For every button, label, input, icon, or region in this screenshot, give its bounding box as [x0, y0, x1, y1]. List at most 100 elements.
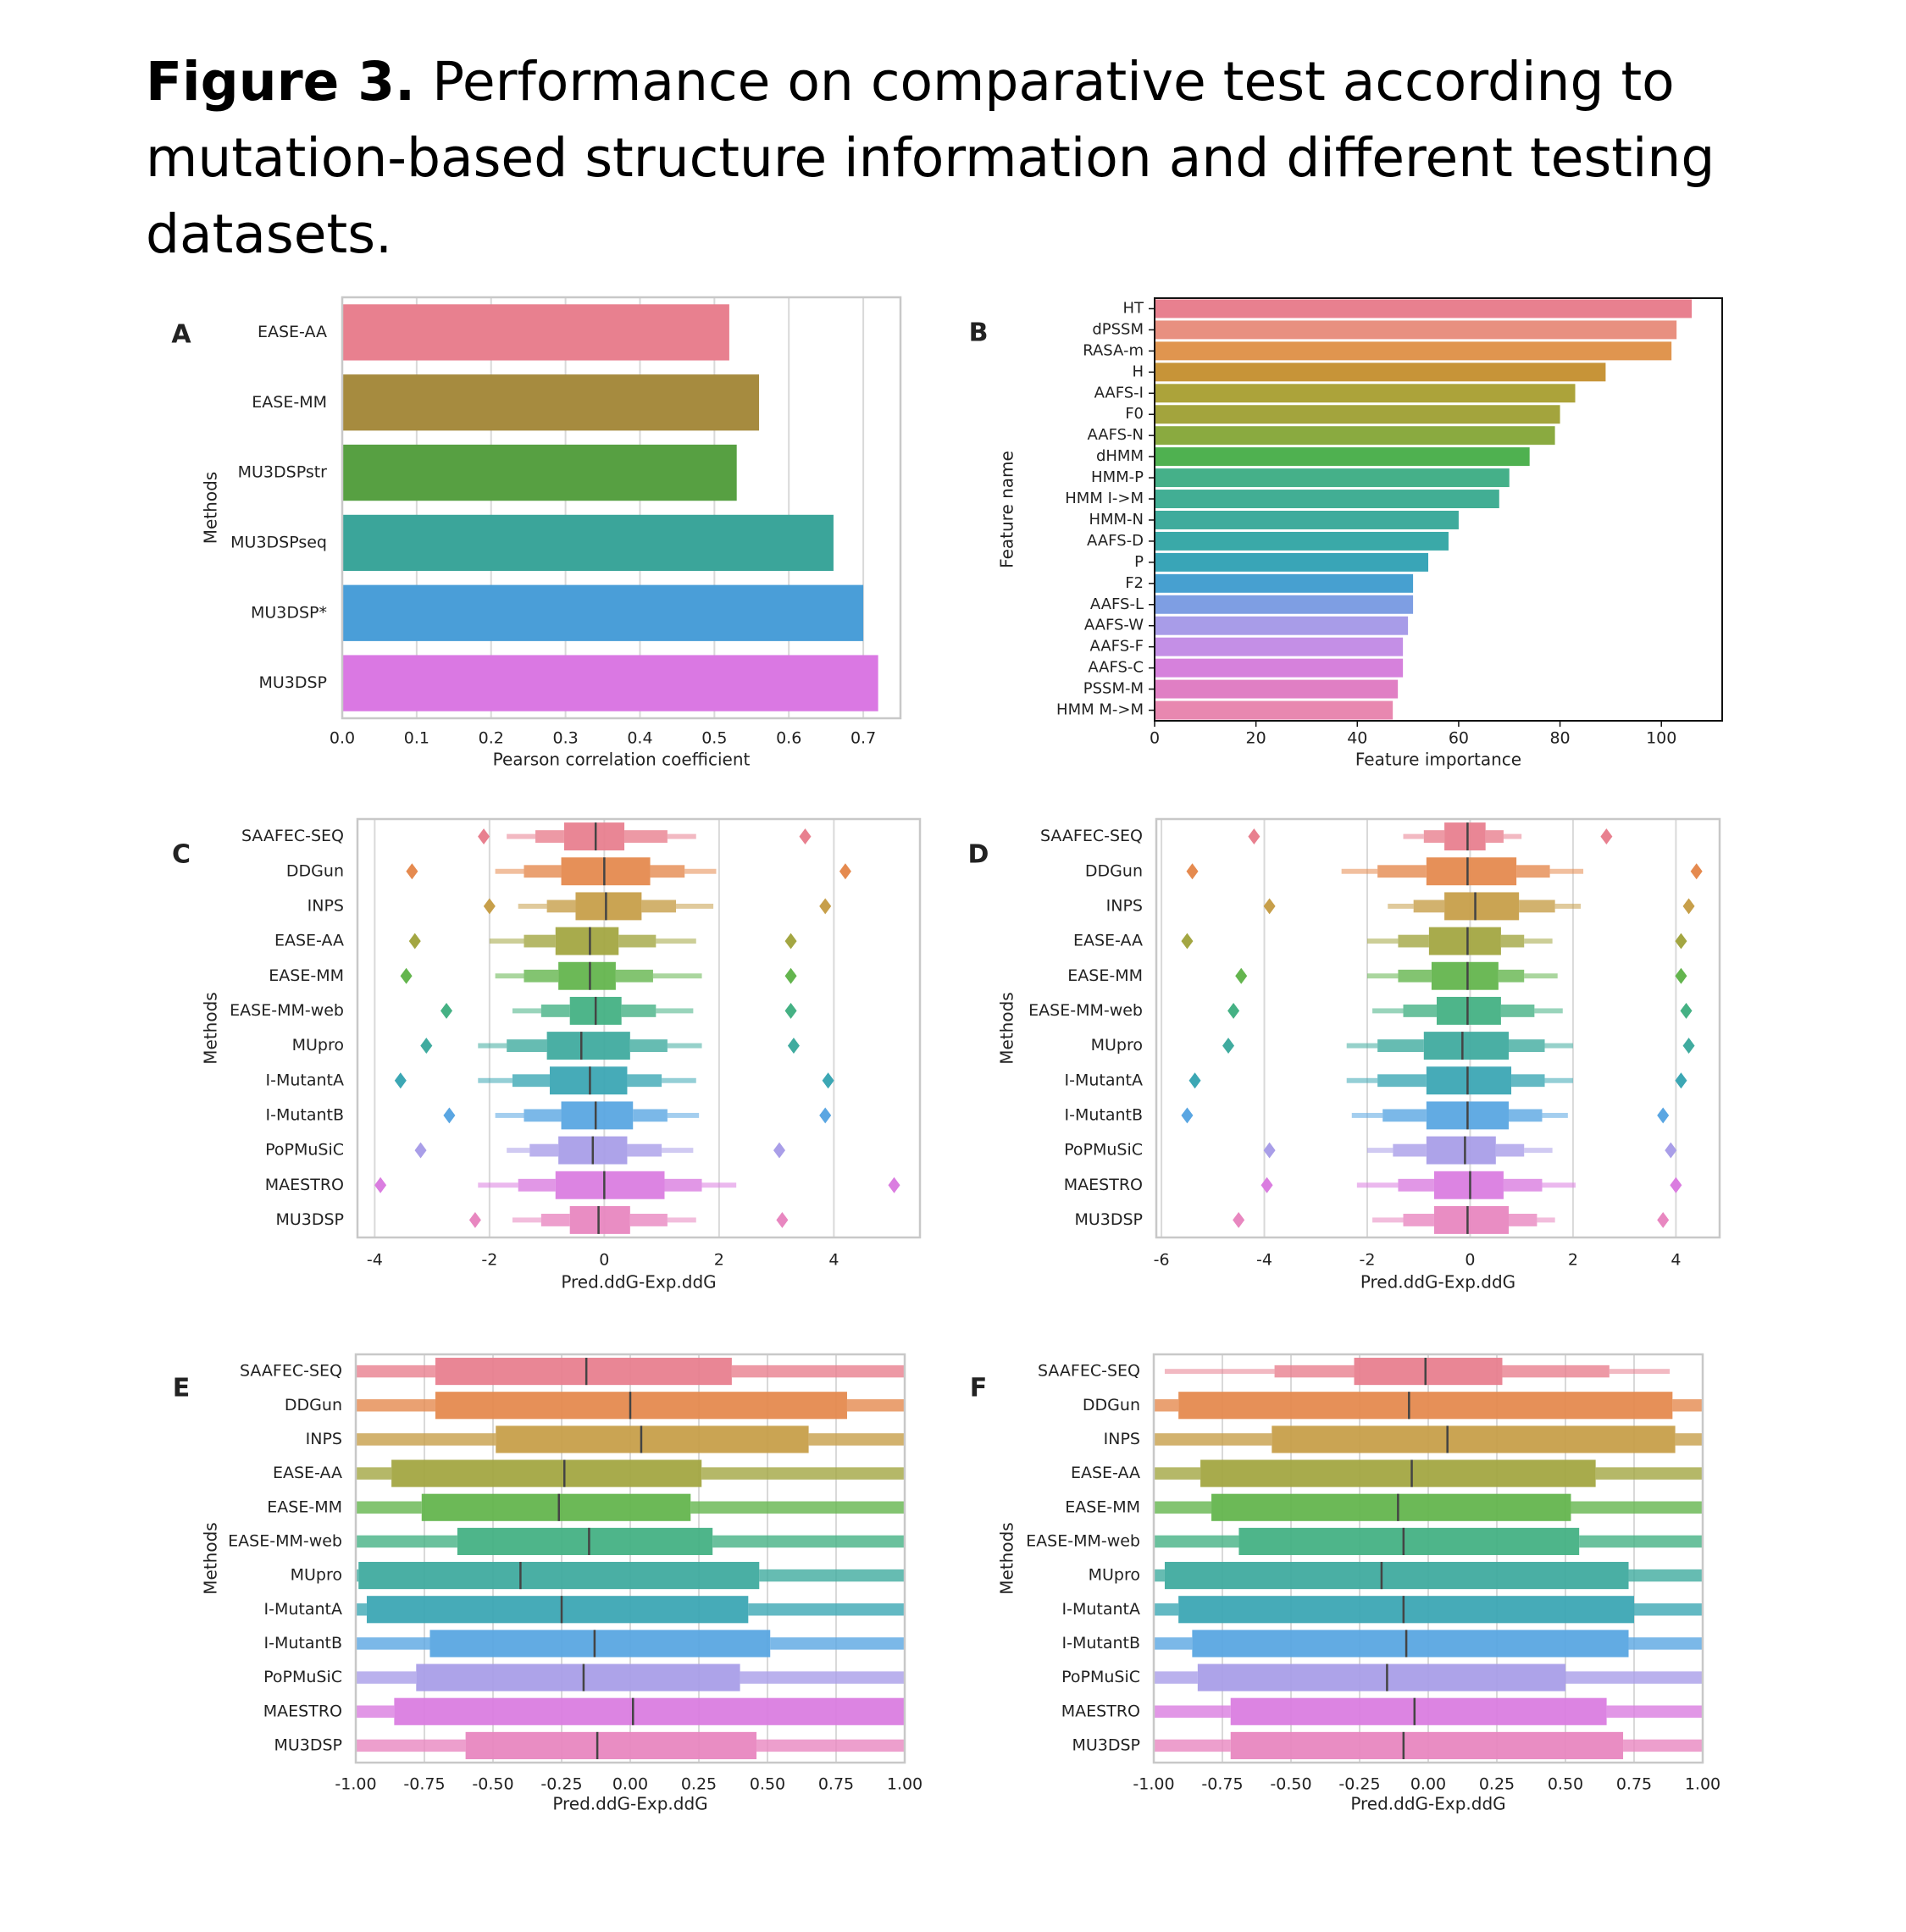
inner-box-ease-aa — [1500, 934, 1525, 948]
outer-box-mupro — [1544, 1043, 1573, 1049]
outlier-ease-mm — [400, 967, 413, 984]
bar-rasa-m — [1155, 341, 1672, 361]
x-tick-label: -4 — [367, 1251, 383, 1270]
bar-aafs-i — [1155, 384, 1576, 403]
inner-box-ddgun — [1516, 865, 1550, 878]
iqr-box-mupro — [358, 1562, 760, 1590]
inner-box-i-mutantb — [1154, 1637, 1193, 1650]
y-tick-label: MU3DSP — [1074, 1210, 1143, 1229]
y-tick-label: I-MutantB — [263, 1634, 342, 1652]
y-tick-label: RASA-m — [1083, 341, 1144, 359]
y-tick-label: AAFS-C — [1088, 659, 1144, 677]
outer-box-saafec-seq — [1164, 1369, 1275, 1374]
y-tick-label: dPSSM — [1092, 320, 1144, 338]
y-tick-label: MU3DSP — [275, 1210, 344, 1229]
outer-box-i-mutanta — [1346, 1077, 1378, 1083]
outer-box-mupro — [1346, 1043, 1378, 1049]
iqr-box-inps — [1272, 1425, 1676, 1453]
y-tick-label: I-MutantA — [1065, 1071, 1143, 1089]
panel-letter-a: A — [171, 320, 191, 350]
inner-box-ease-mm — [524, 969, 559, 983]
bar-aafs-c — [1155, 658, 1404, 678]
iqr-box-popmusic — [1426, 1136, 1496, 1165]
outer-box-ease-aa — [489, 938, 524, 944]
outlier-popmusic — [414, 1142, 427, 1159]
x-axis-label: Pred.ddG-Exp.ddG — [1360, 1272, 1515, 1293]
y-tick-label: H — [1132, 363, 1144, 380]
outlier-ease-aa — [1675, 933, 1687, 949]
outlier-maestro — [1261, 1176, 1273, 1193]
bar-aafs-d — [1155, 531, 1449, 551]
bar-dpssm — [1155, 320, 1677, 340]
inner-box-ease-mm — [690, 1501, 905, 1514]
inner-box-ease-mm-web — [356, 1535, 457, 1548]
y-tick-label: MU3DSP — [258, 673, 327, 692]
y-tick-label: MAESTRO — [265, 1176, 344, 1194]
y-tick-label: I-MutantA — [264, 1600, 342, 1619]
inner-box-i-mutanta — [1377, 1074, 1427, 1088]
iqr-box-ease-aa — [555, 927, 619, 955]
inner-box-i-mutanta — [1634, 1603, 1703, 1616]
outer-box-ease-mm — [652, 973, 702, 979]
bar-dhmm — [1155, 447, 1530, 467]
inner-box-ddgun — [1672, 1399, 1703, 1412]
outer-box-inps — [1388, 903, 1414, 909]
y-tick-label: MU3DSP — [1072, 1735, 1140, 1754]
x-tick-label: 0.75 — [1616, 1775, 1652, 1794]
inner-box-ddgun — [846, 1399, 905, 1412]
y-tick-label: PoPMuSiC — [1061, 1668, 1140, 1686]
outlier-i-mutantb — [819, 1107, 832, 1124]
iqr-box-saafec-seq — [435, 1358, 732, 1386]
outlier-mupro — [420, 1038, 433, 1055]
outlier-mupro — [1682, 1038, 1695, 1055]
outer-box-saafec-seq — [1609, 1369, 1671, 1374]
y-tick-label: SAAFEC-SEQ — [240, 1362, 342, 1381]
y-tick-label: EASE-MM-web — [1026, 1531, 1140, 1550]
outer-box-ease-aa — [1366, 938, 1399, 944]
outer-box-i-mutantb — [495, 1112, 524, 1118]
iqr-box-mu3dsp — [1230, 1731, 1624, 1759]
outer-box-maestro — [478, 1182, 518, 1188]
x-tick-label: 0.4 — [627, 729, 652, 748]
outer-box-i-mutantb — [667, 1112, 700, 1118]
outer-box-saafec-seq — [1403, 833, 1424, 839]
x-axis-label: Pearson correlation coefficient — [493, 750, 751, 770]
inner-box-i-mutanta — [512, 1074, 550, 1088]
bar-p — [1155, 552, 1429, 572]
y-tick-label: I-MutantA — [266, 1071, 344, 1089]
iqr-box-ease-mm — [1211, 1493, 1571, 1521]
axes-frame — [1152, 1353, 1704, 1764]
axes-frame — [354, 1353, 906, 1764]
inner-box-popmusic — [1393, 1143, 1427, 1157]
iqr-box-mu3dsp — [1433, 1205, 1510, 1234]
x-tick-label: 20 — [1246, 729, 1266, 748]
outer-box-ddgun — [495, 868, 524, 874]
inner-box-maestro — [356, 1705, 395, 1718]
x-tick-label: 0.25 — [1479, 1775, 1515, 1794]
x-tick-label: 0.5 — [701, 729, 727, 748]
bar-aafs-w — [1155, 616, 1409, 635]
inner-box-i-mutanta — [1511, 1074, 1545, 1088]
outlier-saafec-seq — [1248, 828, 1261, 845]
inner-box-i-mutantb — [1382, 1109, 1427, 1122]
y-tick-label: EASE-AA — [1073, 932, 1143, 950]
bar-mu3dsp — [342, 584, 864, 641]
inner-box-popmusic — [1565, 1671, 1703, 1684]
outer-box-ease-aa — [656, 938, 696, 944]
y-tick-label: MAESTRO — [1064, 1176, 1143, 1194]
y-axis-label: Methods — [997, 992, 1017, 1064]
y-tick-label: P — [1134, 553, 1144, 571]
iqr-box-inps — [1444, 892, 1520, 921]
inner-box-mupro — [356, 1569, 359, 1582]
outer-box-mu3dsp — [1372, 1217, 1404, 1223]
inner-box-ease-mm-web — [621, 1005, 657, 1017]
axes-frame — [356, 817, 922, 1239]
x-tick-label: 0.3 — [552, 729, 578, 748]
figure-title: Figure 3. Performance on comparative tes… — [146, 44, 1806, 273]
inner-box-ddgun — [1154, 1399, 1179, 1412]
outer-box-i-mutantb — [1542, 1112, 1568, 1118]
y-tick-label: HT — [1122, 299, 1144, 317]
outlier-i-mutanta — [1675, 1072, 1687, 1089]
outer-box-inps — [1554, 903, 1582, 909]
iqr-box-i-mutantb — [1192, 1630, 1629, 1658]
